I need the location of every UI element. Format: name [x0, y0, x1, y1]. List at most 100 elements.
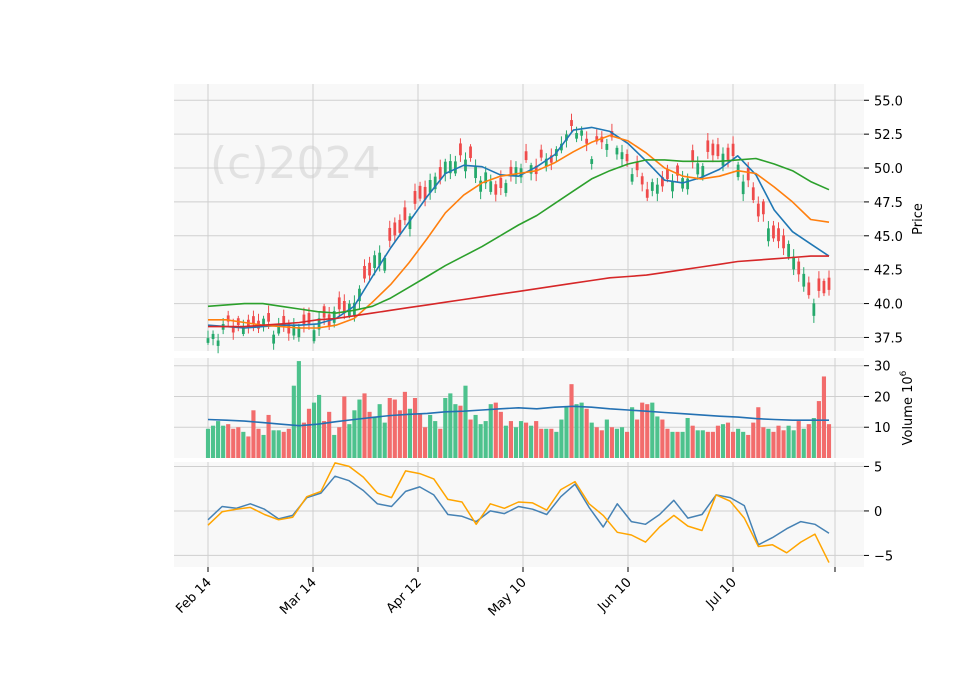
candle-body	[782, 235, 785, 249]
volume-bar	[564, 407, 569, 458]
candle-body	[726, 147, 730, 160]
candle-body	[504, 183, 508, 193]
candle	[403, 200, 407, 226]
candle	[615, 145, 619, 160]
y-tick-label: 37.5	[874, 331, 903, 346]
volume-bar	[433, 421, 438, 458]
volume-bar	[574, 404, 579, 458]
candle-body	[398, 219, 402, 233]
volume-bar	[332, 434, 337, 458]
candle-body	[418, 185, 422, 199]
candle-body	[731, 143, 735, 157]
candle	[393, 217, 397, 243]
candle	[671, 174, 674, 199]
candle-body	[716, 144, 720, 157]
candle-body	[216, 340, 220, 346]
candle-body	[211, 333, 215, 339]
x-tick-label: Jul 10	[703, 575, 740, 612]
candle-body	[438, 167, 442, 180]
candle-body	[494, 184, 498, 195]
volume-bar	[276, 430, 281, 458]
volume-bar	[655, 416, 660, 458]
volume-bar	[357, 399, 362, 458]
volume-bar	[619, 427, 625, 458]
volume-bar	[478, 424, 483, 458]
y-tick-label: 55.0	[874, 94, 903, 109]
volume-bar	[317, 394, 322, 458]
candle	[368, 256, 371, 281]
candle	[524, 143, 528, 163]
volume-bar	[327, 411, 332, 458]
volume-bar	[311, 402, 317, 458]
volume-bar	[791, 430, 796, 458]
volume-bar	[306, 408, 312, 458]
volume-bar	[286, 428, 291, 458]
candle	[474, 159, 477, 184]
candle-body	[433, 176, 437, 190]
volume-bar	[417, 413, 423, 458]
candle-body	[454, 161, 457, 174]
volume-bar	[246, 436, 251, 458]
volume-bar	[549, 428, 554, 458]
candle	[777, 222, 780, 249]
volume-bar	[559, 419, 564, 458]
candle-body	[696, 163, 700, 175]
x-tick-label: Feb 14	[173, 575, 215, 617]
candle	[827, 270, 831, 296]
candle	[731, 136, 735, 162]
volume-bar	[518, 421, 524, 458]
candle	[630, 168, 634, 185]
volume-bar	[751, 422, 756, 458]
candle-body	[302, 314, 306, 326]
y-tick-label: 45.0	[874, 230, 903, 245]
volume-bar	[650, 402, 655, 458]
volume-bar	[483, 421, 488, 458]
volume-bar	[458, 405, 463, 458]
x-tick-label: Mar 14	[277, 575, 320, 618]
volume-bar	[261, 434, 266, 458]
volume-bar	[741, 431, 746, 458]
volume-bar	[221, 425, 226, 458]
candle	[802, 267, 806, 292]
volume-bar	[544, 428, 549, 458]
y-tick-label: −5	[874, 549, 893, 564]
volume-bar	[594, 427, 599, 458]
candle	[484, 166, 488, 190]
volume-bar	[382, 422, 387, 458]
candle	[489, 174, 493, 195]
candle	[549, 148, 553, 171]
volume-bar	[614, 428, 620, 458]
candle	[494, 180, 498, 202]
candle	[539, 144, 543, 162]
candle-body	[403, 207, 407, 221]
volume-bar	[281, 431, 286, 458]
candle-body	[393, 222, 397, 236]
volume-ma-line	[207, 405, 829, 427]
volume-bar	[352, 410, 357, 458]
candle	[666, 164, 669, 183]
volume-bar	[776, 425, 781, 458]
candle-body	[413, 191, 417, 204]
volume-bar	[372, 416, 377, 458]
volume-bar	[377, 404, 382, 458]
candle	[211, 330, 215, 346]
candle	[822, 278, 826, 297]
candle	[761, 199, 765, 222]
candle-body	[332, 311, 336, 323]
candle-body	[509, 166, 513, 177]
volume-bar	[670, 431, 675, 458]
candle	[206, 330, 210, 345]
candle	[645, 181, 649, 202]
volume-bar	[291, 385, 296, 458]
candle-body	[827, 277, 831, 290]
candle-body	[277, 324, 281, 334]
watermark: (c)2024	[210, 138, 381, 189]
candle-body	[575, 133, 578, 139]
candle	[691, 144, 695, 169]
y-tick-label: 5	[874, 460, 882, 475]
volume-bar	[448, 393, 453, 458]
candle-body	[448, 161, 452, 174]
candle	[262, 315, 265, 332]
candle	[792, 249, 796, 276]
volume-bar	[715, 425, 720, 458]
